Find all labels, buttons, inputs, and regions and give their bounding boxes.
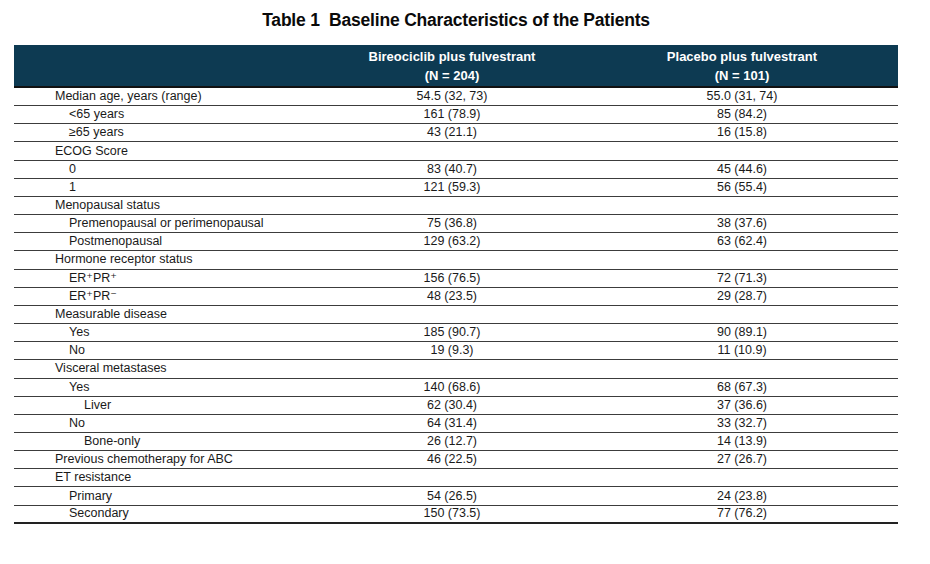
- row-label: Primary: [14, 489, 318, 504]
- page: Table 1 Baseline Characteristics of the …: [0, 0, 930, 564]
- row-value-placebo: 55.0 (31, 74): [586, 89, 898, 104]
- table-row: Postmenopausal129 (63.2)63 (62.4): [14, 233, 898, 251]
- row-label: Liver: [14, 398, 318, 413]
- row-value-placebo: 29 (28.7): [586, 289, 898, 304]
- row-value-placebo: 24 (23.8): [586, 489, 898, 504]
- row-value-placebo: 11 (10.9): [586, 343, 898, 358]
- row-value-bireociclib: 140 (68.6): [318, 380, 586, 395]
- table-row: ER⁺PR⁺156 (76.5)72 (71.3): [14, 270, 898, 288]
- row-label: Postmenopausal: [14, 234, 318, 249]
- row-label: 1: [14, 180, 318, 195]
- row-value-placebo: 85 (84.2): [586, 107, 898, 122]
- header-bireociclib-name: Bireociclib plus fulvestrant: [318, 47, 586, 66]
- table-title: Table 1 Baseline Characteristics of the …: [0, 10, 912, 31]
- row-value-placebo: 38 (37.6): [586, 216, 898, 231]
- row-label: <65 years: [14, 107, 318, 122]
- table-row: Yes140 (68.6)68 (67.3): [14, 379, 898, 397]
- table-row: 1121 (59.3)56 (55.4): [14, 179, 898, 197]
- table-row: Premenopausal or perimenopausal75 (36.8)…: [14, 215, 898, 233]
- table-header-row: Bireociclib plus fulvestrant (N = 204) P…: [14, 45, 898, 88]
- row-value-bireociclib: 54.5 (32, 73): [318, 89, 586, 104]
- row-value-bireociclib: 64 (31.4): [318, 416, 586, 431]
- row-value-bireociclib: 46 (22.5): [318, 452, 586, 467]
- header-bireociclib-n: (N = 204): [318, 66, 586, 85]
- row-label: ECOG Score: [14, 144, 318, 159]
- row-value-bireociclib: 156 (76.5): [318, 271, 586, 286]
- row-label: Menopausal status: [14, 198, 318, 213]
- row-value-bireociclib: 62 (30.4): [318, 398, 586, 413]
- row-value-placebo: 72 (71.3): [586, 271, 898, 286]
- baseline-characteristics-table: Bireociclib plus fulvestrant (N = 204) P…: [14, 45, 898, 524]
- table-body: Median age, years (range)54.5 (32, 73)55…: [14, 88, 898, 524]
- row-value-bireociclib: 83 (40.7): [318, 162, 586, 177]
- row-label: Measurable disease: [14, 307, 318, 322]
- row-value-placebo: 90 (89.1): [586, 325, 898, 340]
- table-row: No64 (31.4)33 (32.7): [14, 415, 898, 433]
- table-row: Liver62 (30.4)37 (36.6): [14, 397, 898, 415]
- row-value-placebo: 56 (55.4): [586, 180, 898, 195]
- table-row: ≥65 years43 (21.1)16 (15.8): [14, 124, 898, 142]
- table-row: <65 years161 (78.9)85 (84.2): [14, 106, 898, 124]
- row-value-bireociclib: 43 (21.1): [318, 125, 586, 140]
- row-label: ET resistance: [14, 470, 318, 485]
- table-row: ET resistance: [14, 469, 898, 487]
- row-label: No: [14, 416, 318, 431]
- row-value-bireociclib: 54 (26.5): [318, 489, 586, 504]
- table-row: Visceral metastases: [14, 360, 898, 378]
- row-label: Secondary: [14, 506, 318, 521]
- row-value-placebo: 77 (76.2): [586, 506, 898, 521]
- row-label: Premenopausal or perimenopausal: [14, 216, 318, 231]
- table-row: No19 (9.3)11 (10.9): [14, 342, 898, 360]
- table-row: Menopausal status: [14, 197, 898, 215]
- row-value-bireociclib: 26 (12.7): [318, 434, 586, 449]
- table-row: Bone-only26 (12.7)14 (13.9): [14, 433, 898, 451]
- table-row: Hormone receptor status: [14, 251, 898, 269]
- row-value-placebo: 37 (36.6): [586, 398, 898, 413]
- row-value-bireociclib: 48 (23.5): [318, 289, 586, 304]
- row-label: Visceral metastases: [14, 361, 318, 376]
- table-row: Previous chemotherapy for ABC46 (22.5)27…: [14, 451, 898, 469]
- row-label: 0: [14, 162, 318, 177]
- row-label: Median age, years (range): [14, 89, 318, 104]
- row-value-placebo: 33 (32.7): [586, 416, 898, 431]
- row-label: Hormone receptor status: [14, 252, 318, 267]
- row-value-placebo: 27 (26.7): [586, 452, 898, 467]
- row-value-bireociclib: 129 (63.2): [318, 234, 586, 249]
- row-value-bireociclib: 121 (59.3): [318, 180, 586, 195]
- row-value-placebo: 68 (67.3): [586, 380, 898, 395]
- table-row: Yes185 (90.7)90 (89.1): [14, 324, 898, 342]
- row-label: ER⁺PR⁺: [14, 271, 318, 286]
- table-row: ER⁺PR⁻48 (23.5)29 (28.7): [14, 288, 898, 306]
- table-row: Measurable disease: [14, 306, 898, 324]
- row-label: Yes: [14, 380, 318, 395]
- row-label: Bone-only: [14, 434, 318, 449]
- row-label: Yes: [14, 325, 318, 340]
- row-value-bireociclib: 185 (90.7): [318, 325, 586, 340]
- row-label: Previous chemotherapy for ABC: [14, 452, 318, 467]
- header-placebo-column: Placebo plus fulvestrant (N = 101): [586, 47, 898, 85]
- row-label: ≥65 years: [14, 125, 318, 140]
- table-row: Secondary150 (73.5)77 (76.2): [14, 506, 898, 524]
- header-placebo-name: Placebo plus fulvestrant: [586, 47, 898, 66]
- row-value-placebo: 16 (15.8): [586, 125, 898, 140]
- table-row: Primary54 (26.5)24 (23.8): [14, 487, 898, 505]
- table-row: 083 (40.7)45 (44.6): [14, 161, 898, 179]
- row-value-placebo: 14 (13.9): [586, 434, 898, 449]
- row-value-bireociclib: 161 (78.9): [318, 107, 586, 122]
- row-value-bireociclib: 75 (36.8): [318, 216, 586, 231]
- row-value-placebo: 63 (62.4): [586, 234, 898, 249]
- table-row: ECOG Score: [14, 142, 898, 160]
- row-label: ER⁺PR⁻: [14, 289, 318, 304]
- row-value-bireociclib: 19 (9.3): [318, 343, 586, 358]
- header-placebo-n: (N = 101): [586, 66, 898, 85]
- row-value-bireociclib: 150 (73.5): [318, 506, 586, 521]
- header-bireociclib-column: Bireociclib plus fulvestrant (N = 204): [318, 47, 586, 85]
- row-value-placebo: 45 (44.6): [586, 162, 898, 177]
- table-row: Median age, years (range)54.5 (32, 73)55…: [14, 88, 898, 106]
- row-label: No: [14, 343, 318, 358]
